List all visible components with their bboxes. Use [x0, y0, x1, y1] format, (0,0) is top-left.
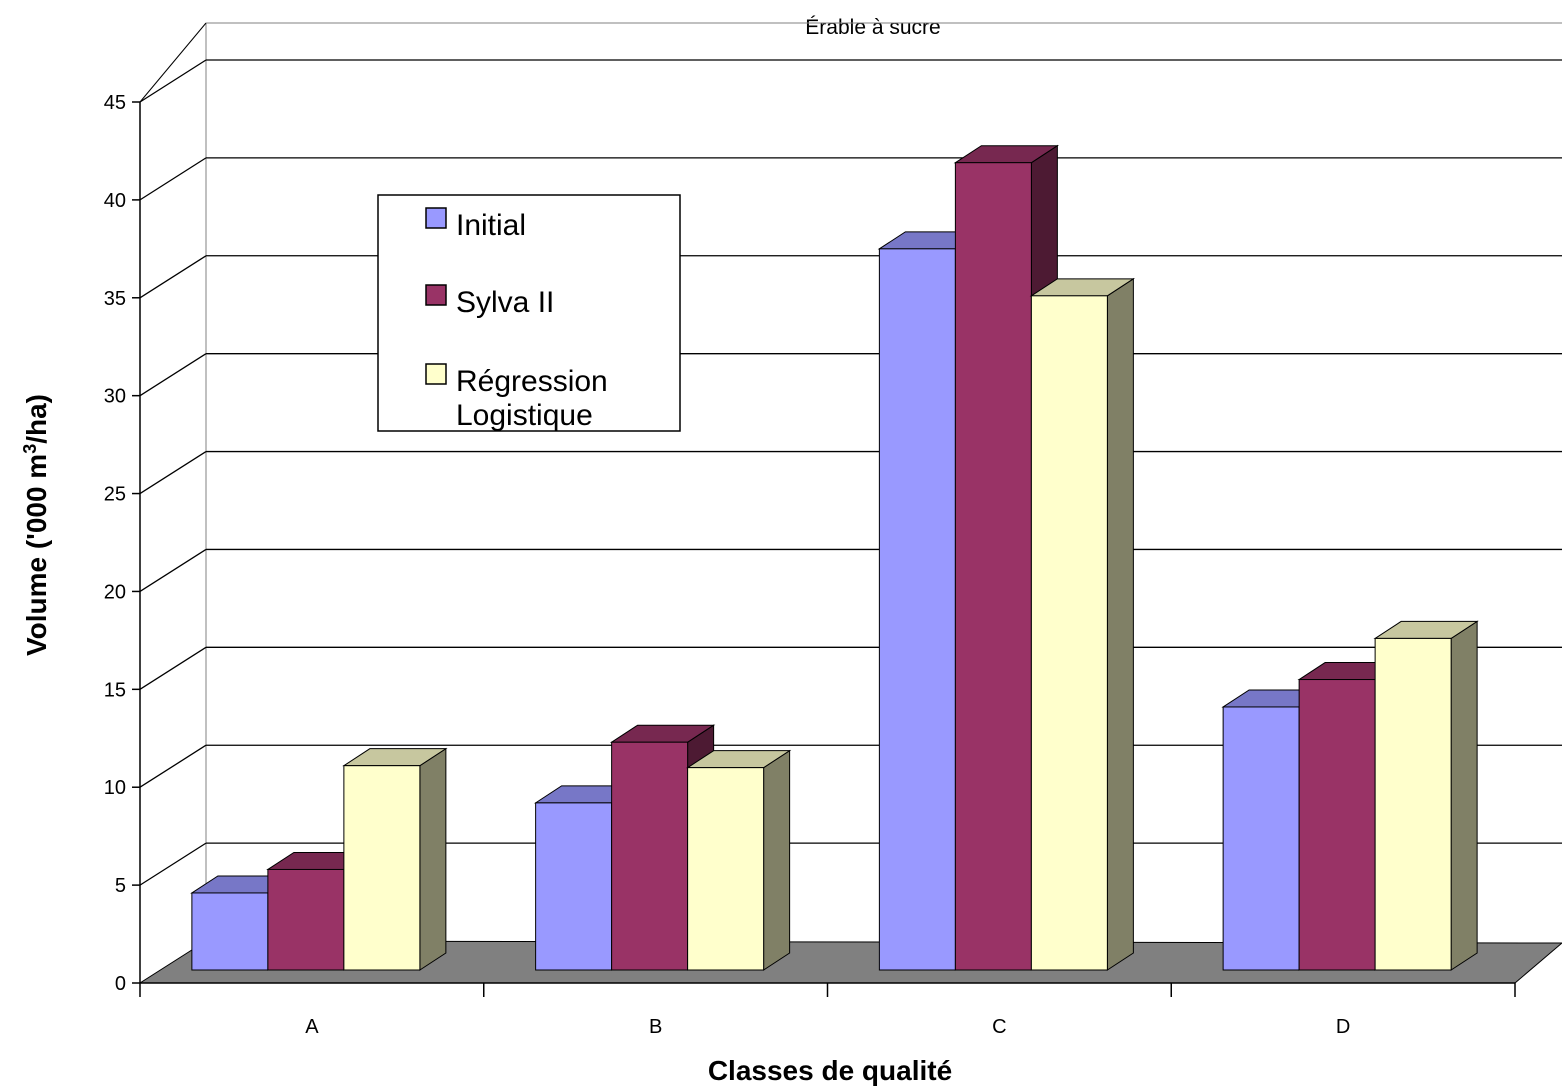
- gridline-diagonal: [139, 255, 207, 299]
- x-axis: A B C D: [139, 982, 1516, 1038]
- legend-swatch-initial: [425, 207, 447, 229]
- x-tick-label: C: [992, 1016, 1006, 1038]
- bar-front: [878, 248, 956, 971]
- y-axis: 0 5 10 15 20 25 30 35 40 45: [104, 92, 141, 995]
- chart-title: Érable à sucre: [805, 16, 940, 39]
- y-tick-label: 25: [104, 484, 126, 506]
- bar-front: [267, 868, 345, 971]
- legend-label-regression: Régression: [456, 365, 608, 398]
- y-tick-label: 30: [104, 386, 126, 408]
- bar-front: [535, 802, 613, 971]
- y-tick-label: 10: [104, 777, 126, 799]
- gridline-diagonal: [139, 548, 207, 592]
- bar: [685, 749, 792, 971]
- x-tick-label: A: [305, 1016, 319, 1038]
- bar: [1373, 620, 1479, 971]
- bar-side: [763, 749, 791, 971]
- y-axis-title: Volume ('000 m3/ha): [20, 394, 52, 656]
- bar-front: [1222, 706, 1300, 971]
- bar-side: [1450, 620, 1478, 971]
- x-tick-label: D: [1336, 1016, 1350, 1038]
- legend: Initial Sylva II Régression Logistique: [377, 194, 681, 432]
- bar-front: [1298, 679, 1376, 971]
- bar-front: [1030, 295, 1108, 971]
- bars: [190, 144, 1479, 971]
- gridline-diagonal: [139, 744, 207, 788]
- y-tick-label: 0: [115, 973, 126, 995]
- gridline-diagonal: [139, 353, 207, 397]
- y-tick-label: 5: [115, 875, 126, 897]
- bar: [1029, 277, 1136, 971]
- legend-label-initial: Initial: [456, 209, 526, 242]
- legend-label-regression-line2: Logistique: [456, 399, 593, 432]
- y-tick-label: 15: [104, 679, 126, 701]
- bar-front: [1374, 637, 1452, 971]
- y-axis-title-sup: 3: [20, 444, 40, 454]
- bar: [342, 747, 448, 971]
- bar-front: [687, 767, 765, 971]
- bar-front: [343, 765, 421, 971]
- bar-side: [1106, 277, 1134, 971]
- x-tick-label: B: [649, 1016, 662, 1038]
- y-tick-label: 40: [104, 190, 126, 212]
- gridline-diagonal: [139, 842, 207, 886]
- bar-front: [954, 162, 1032, 971]
- bar-front: [191, 892, 269, 971]
- bar-side: [419, 747, 447, 971]
- gridline-diagonal: [139, 59, 207, 103]
- gridline-diagonal: [139, 157, 207, 201]
- gridline-diagonal: [139, 646, 207, 690]
- legend-label-sylva-ii: Sylva II: [456, 286, 554, 319]
- legend-swatch-regression: [425, 363, 447, 385]
- x-axis-title: Classes de qualité: [708, 1055, 952, 1086]
- gridline-diagonal: [139, 451, 207, 495]
- chart-walls: [139, 22, 1562, 941]
- y-axis-title-tail: /ha): [21, 394, 52, 444]
- y-tick-label: 35: [104, 288, 126, 310]
- y-tick-label: 45: [104, 92, 126, 114]
- legend-box: [377, 194, 681, 432]
- legend-swatch-sylva-ii: [425, 284, 447, 306]
- side-wall-top-edge: [139, 22, 207, 103]
- y-tick-label: 20: [104, 581, 126, 603]
- y-axis-title-main: Volume ('000 m: [21, 454, 52, 656]
- bar-front: [611, 741, 689, 971]
